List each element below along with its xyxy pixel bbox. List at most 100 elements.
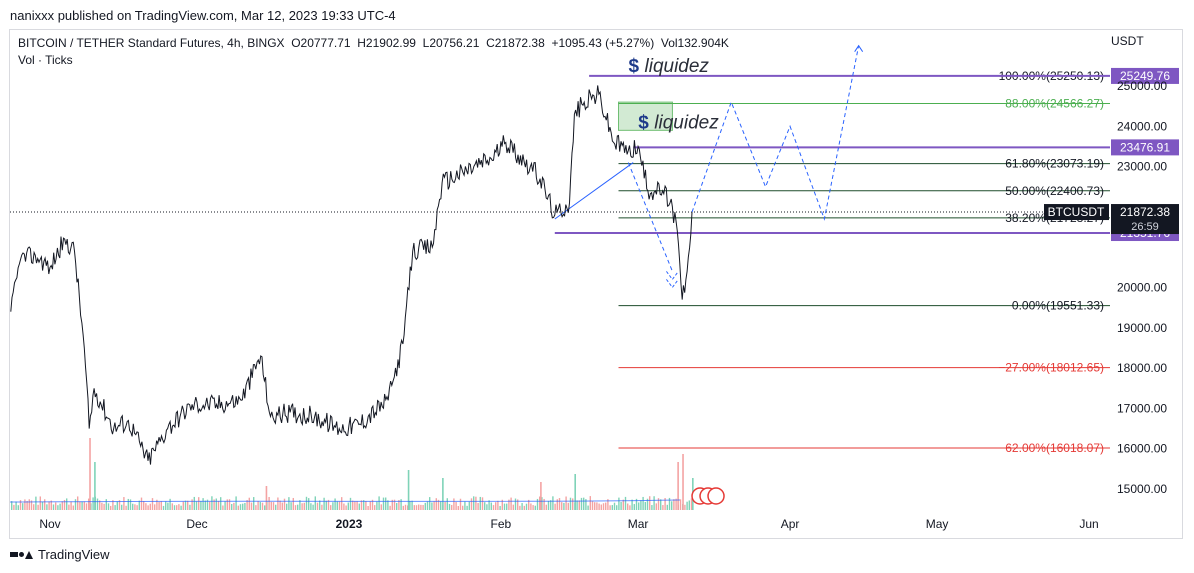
volume-bar [561, 502, 563, 510]
volume-bar [15, 501, 17, 510]
volume-bar [686, 501, 688, 510]
volume-bar [103, 503, 105, 510]
volume-bar [391, 499, 393, 510]
volume-bar [89, 438, 91, 510]
volume-bar [470, 498, 473, 510]
volume-bar [224, 501, 226, 510]
volume-bar [156, 499, 158, 510]
volume-bar [85, 503, 88, 510]
volume-bar [101, 502, 103, 510]
volume-bar [591, 501, 594, 510]
volume-bar [237, 505, 239, 510]
volume-bar [88, 498, 90, 510]
volume-bar [486, 504, 488, 510]
volume-bar [169, 498, 171, 510]
liquidity-zone [618, 101, 673, 131]
volume-bar [393, 499, 396, 510]
footer-brand[interactable]: TradingView [38, 547, 110, 562]
volume-bar [290, 502, 292, 510]
volume-bar [455, 502, 457, 510]
volume-bar [235, 496, 237, 510]
fib-level-label: 50.00%(22400.73) [1005, 184, 1104, 198]
volume-bar [50, 500, 52, 510]
volume-bar [523, 505, 525, 510]
volume-bar [503, 503, 506, 510]
volume-bar [222, 505, 224, 510]
volume-bar [167, 502, 169, 510]
volume-bar [563, 502, 565, 510]
volume-bar [525, 503, 528, 510]
volume-bar [228, 499, 231, 510]
volume-bar [415, 505, 418, 510]
volume-bar [195, 501, 198, 510]
volume-bar [358, 503, 360, 510]
volume-bar [600, 504, 602, 510]
volume-bar [173, 505, 176, 510]
volume-bar [211, 496, 213, 510]
volume-bar [226, 499, 228, 510]
volume-bar [616, 505, 618, 510]
volume-bar [134, 504, 136, 510]
volume-bar [402, 505, 404, 510]
volume-bar [668, 497, 671, 510]
volume-bar [589, 496, 591, 510]
current-price-tag [1111, 204, 1179, 235]
volume-bar [275, 504, 277, 510]
x-tick-label: Apr [781, 517, 800, 531]
volume-bar [605, 502, 607, 510]
level-price-tag [1111, 67, 1179, 84]
volume-bar [176, 505, 178, 510]
symbol-name[interactable]: BITCOIN / TETHER Standard Futures, 4h, B… [18, 36, 285, 50]
volume-bar [90, 503, 92, 510]
volume-bar [418, 504, 420, 510]
volume-bar [380, 504, 382, 510]
volume-bar [19, 500, 22, 510]
down-projection [627, 162, 673, 272]
volume-bar [411, 500, 413, 510]
volume-bar [66, 498, 68, 510]
volume-bar [435, 498, 437, 510]
volume-bar [347, 502, 349, 510]
volume-bar [178, 504, 180, 510]
volume-bars [11, 438, 694, 510]
volume-bar [499, 505, 501, 510]
volume-bar [129, 499, 132, 510]
volume-bar [545, 504, 547, 510]
x-tick-label: Jun [1079, 517, 1098, 531]
volume-bar [642, 496, 644, 510]
level-price-tag [1111, 139, 1179, 156]
projection-path [691, 45, 860, 221]
volume-bar [118, 500, 121, 510]
projection-arrow-icon [854, 44, 864, 52]
volume-bar [147, 505, 149, 510]
volume-bar [272, 502, 275, 510]
volume-bar [244, 502, 246, 510]
volume-bar [308, 498, 310, 510]
volume-bar [360, 500, 363, 510]
symbol-tag-label: BTCUSDT [1048, 205, 1105, 219]
volume-bar [143, 501, 145, 510]
volume-bar [407, 505, 409, 510]
volume-bar [81, 501, 83, 510]
volume-bar [477, 502, 479, 510]
volume-bar [189, 504, 191, 510]
volume-bar [52, 504, 55, 510]
volume-bar [585, 499, 587, 510]
volume-bar [376, 501, 378, 510]
volume-bar [363, 500, 365, 510]
y-tick-label: 23000.00 [1117, 160, 1167, 174]
volume-bar [325, 500, 327, 510]
x-tick-label: 2023 [336, 517, 363, 531]
volume-bar [583, 497, 585, 510]
volume-bar [684, 504, 686, 510]
volume-bar [330, 505, 332, 510]
volume-bar [44, 499, 46, 510]
volume-bar [127, 498, 129, 510]
volume-indicator-legend[interactable]: Vol · Ticks [18, 53, 73, 67]
volume-bar [286, 503, 288, 510]
volume-bar [140, 497, 143, 510]
volume-bar [550, 500, 552, 510]
volume-bar [512, 504, 514, 510]
volume-bar [323, 497, 325, 510]
